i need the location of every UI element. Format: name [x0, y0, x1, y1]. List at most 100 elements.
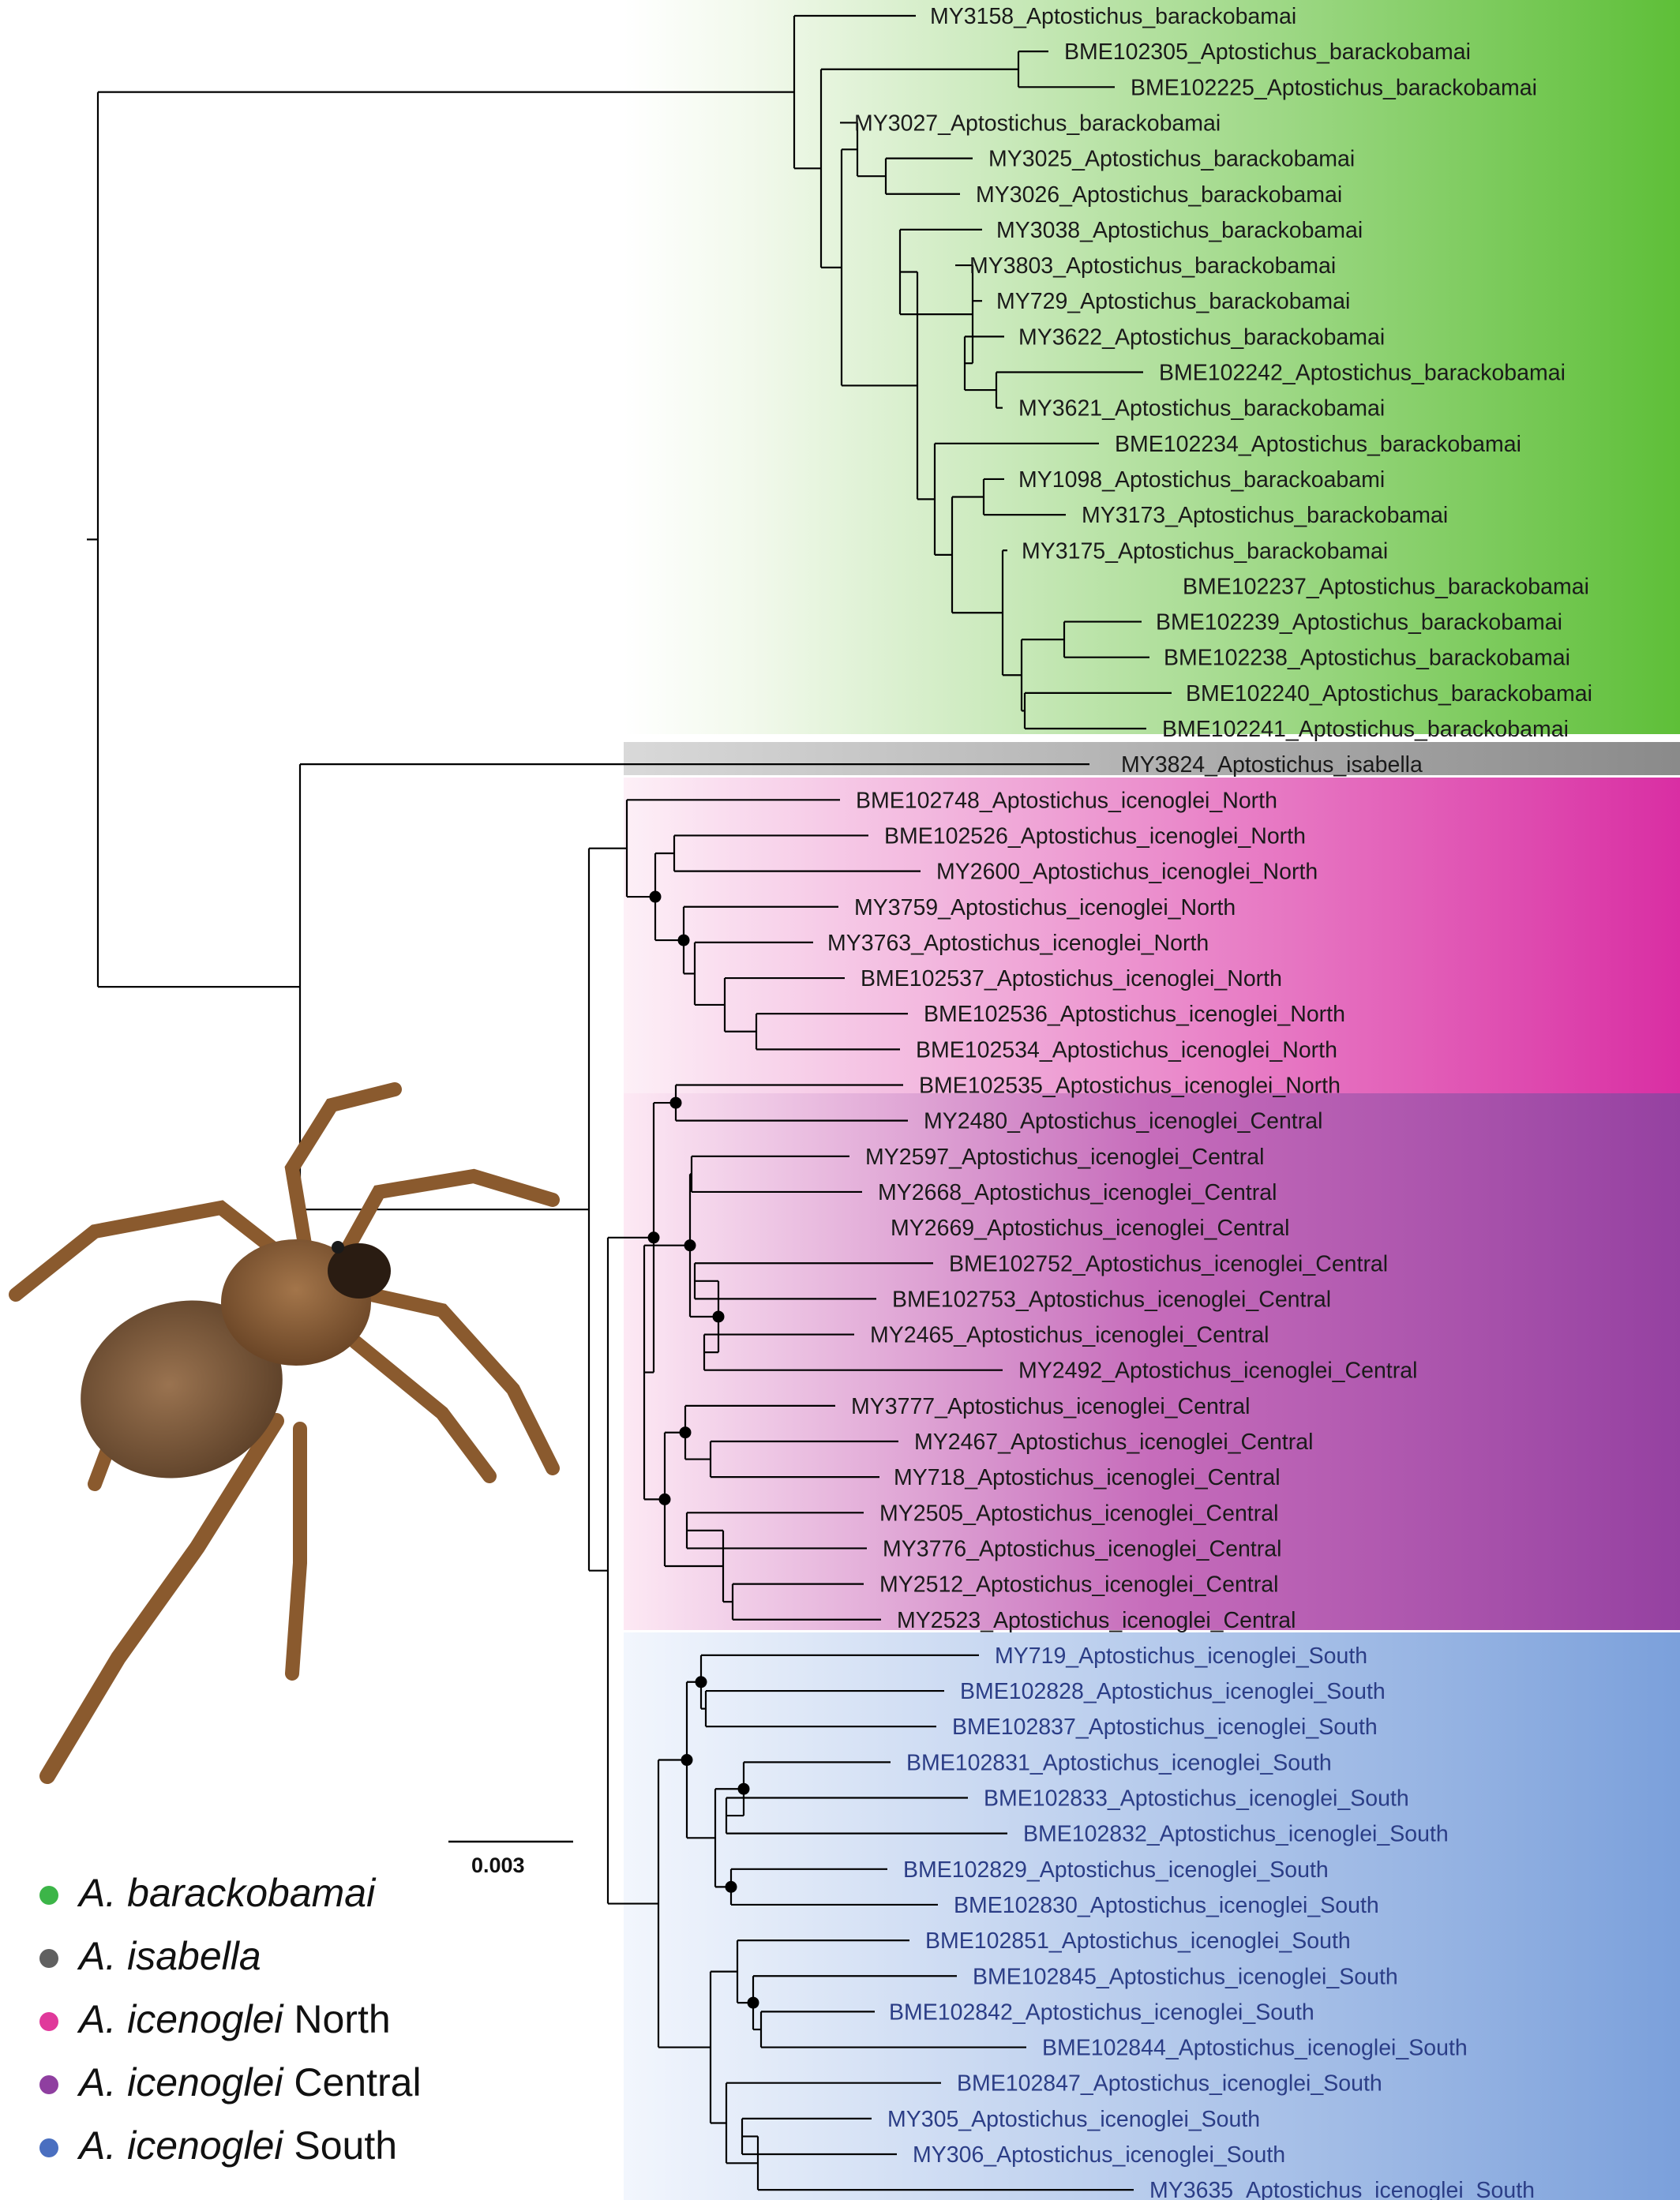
tip-label-barackobamai: MY3621_Aptostichus_barackobamai: [1018, 396, 1385, 422]
support-dot: [681, 1754, 693, 1767]
tip-label-barackobamai: MY3026_Aptostichus_barackobamai: [976, 182, 1342, 208]
tip-label-north: BME102534_Aptostichus_icenoglei_North: [916, 1037, 1337, 1063]
support-dot: [712, 1310, 725, 1323]
support-dot: [677, 934, 690, 946]
legend-species-name: A. isabella: [77, 1934, 261, 1978]
legend-entry: A. icenoglei South: [77, 2123, 397, 2168]
tip-label-south: BME102844_Aptostichus_icenoglei_South: [1042, 2036, 1468, 2061]
clade-band-central: [624, 1093, 1680, 1630]
support-dot: [647, 1231, 660, 1244]
support-dot: [669, 1096, 682, 1109]
legend-entry: A. barackobamai: [77, 1871, 377, 1915]
legend-species-name: A. icenoglei: [77, 2123, 284, 2168]
legend: A. barackobamai A. isabella A. icenoglei N…: [39, 1871, 422, 2168]
support-dot: [737, 1782, 750, 1795]
tip-label-central: MY718_Aptostichus_icenoglei_Central: [894, 1465, 1281, 1490]
tip-label-isabella: MY3824_Aptostichus_isabella: [1121, 752, 1423, 778]
tip-label-barackobamai: MY3173_Aptostichus_barackobamai: [1082, 503, 1448, 528]
clade-band-north: [624, 778, 1680, 1093]
tip-label-central: BME102752_Aptostichus_icenoglei_Central: [949, 1251, 1388, 1276]
tip-label-south: BME102830_Aptostichus_icenoglei_South: [954, 1893, 1379, 1918]
tip-label-barackobamai: MY3025_Aptostichus_barackobamai: [988, 147, 1355, 172]
tip-label-south: MY3635_Aptostichus_icenoglei_South: [1149, 2178, 1535, 2200]
tip-label-barackobamai: MY3803_Aptostichus_barackobamai: [969, 253, 1336, 279]
support-dot: [695, 1676, 707, 1688]
tree-branches: [87, 14, 1172, 2191]
tip-label-barackobamai: MY1098_Aptostichus_barackoabami: [1018, 467, 1385, 493]
tip-label-south: MY306_Aptostichus_icenoglei_South: [913, 2142, 1285, 2168]
tip-label-central: MY2597_Aptostichus_icenoglei_Central: [865, 1145, 1264, 1170]
tip-label-north: MY3763_Aptostichus_icenoglei_North: [827, 931, 1209, 956]
tip-label-barackobamai: BME102234_Aptostichus_barackobamai: [1115, 432, 1521, 457]
tip-label-barackobamai: BME102240_Aptostichus_barackobamai: [1186, 681, 1592, 706]
tip-label-north: BME102526_Aptostichus_icenoglei_North: [884, 823, 1306, 849]
tip-label-central: MY2492_Aptostichus_icenoglei_Central: [1018, 1359, 1417, 1384]
tip-label-central: MY3776_Aptostichus_icenoglei_Central: [883, 1536, 1281, 1561]
support-dot: [747, 1996, 759, 2009]
tip-label-south: BME102831_Aptostichus_icenoglei_South: [906, 1750, 1332, 1775]
tip-label-central: MY3777_Aptostichus_icenoglei_Central: [851, 1394, 1250, 1419]
tip-label-north: BME102536_Aptostichus_icenoglei_North: [924, 1002, 1345, 1027]
support-dot: [679, 1426, 692, 1439]
clade-band-barackobamai: [624, 0, 1680, 734]
tip-label-barackobamai: MY729_Aptostichus_barackobamai: [996, 289, 1350, 314]
tip-label-central: BME102753_Aptostichus_icenoglei_Central: [892, 1287, 1331, 1312]
legend-swatch: [39, 2075, 58, 2094]
tip-label-central: MY2467_Aptostichus_icenoglei_Central: [914, 1430, 1313, 1455]
legend-population-name: South: [283, 2123, 398, 2168]
tip-label-central: MY2505_Aptostichus_icenoglei_Central: [879, 1501, 1278, 1526]
legend-swatch: [39, 2012, 58, 2031]
support-dot: [725, 1880, 737, 1893]
tip-label-central: MY2523_Aptostichus_icenoglei_Central: [897, 1608, 1296, 1633]
legend-species-name: A. barackobamai: [77, 1871, 377, 1915]
tip-label-central: MY2668_Aptostichus_icenoglei_Central: [878, 1180, 1277, 1205]
tip-label-south: BME102837_Aptostichus_icenoglei_South: [952, 1715, 1378, 1740]
legend-species-name: A. icenoglei: [77, 1997, 284, 2041]
legend-population-name: Central: [283, 2060, 422, 2104]
tip-label-south: BME102833_Aptostichus_icenoglei_South: [984, 1786, 1409, 1812]
tip-label-barackobamai: BME102239_Aptostichus_barackobamai: [1156, 610, 1562, 635]
tip-label-south: MY719_Aptostichus_icenoglei_South: [995, 1643, 1367, 1669]
tip-label-barackobamai: MY3158_Aptostichus_barackobamai: [930, 4, 1296, 29]
scale-bar-label: 0.003: [471, 1853, 525, 1877]
spider-photo: [9, 1082, 560, 1784]
legend-swatch: [39, 2138, 58, 2157]
tip-label-barackobamai: BME102242_Aptostichus_barackobamai: [1159, 361, 1566, 386]
tip-label-barackobamai: MY3027_Aptostichus_barackobamai: [854, 111, 1221, 136]
support-dot: [658, 1493, 671, 1505]
tip-label-barackobamai: BME102238_Aptostichus_barackobamai: [1164, 646, 1570, 671]
support-dot: [649, 890, 662, 903]
tip-label-barackobamai: BME102241_Aptostichus_barackobamai: [1162, 717, 1569, 742]
tip-label-south: BME102842_Aptostichus_icenoglei_South: [889, 1999, 1314, 2025]
support-dot: [684, 1239, 696, 1252]
tip-label-south: BME102851_Aptostichus_icenoglei_South: [925, 1928, 1351, 1954]
tip-label-north: BME102537_Aptostichus_icenoglei_North: [861, 966, 1282, 991]
legend-entry: A. icenoglei Central: [77, 2060, 422, 2104]
clade-band-isabella: [624, 742, 1680, 775]
tip-label-north: BME102748_Aptostichus_icenoglei_North: [856, 788, 1277, 813]
tip-label-central: MY2465_Aptostichus_icenoglei_Central: [870, 1323, 1269, 1348]
tip-label-barackobamai: MY3175_Aptostichus_barackobamai: [1022, 538, 1388, 564]
tip-label-north: MY3759_Aptostichus_icenoglei_North: [854, 895, 1236, 920]
tip-label-south: BME102828_Aptostichus_icenoglei_South: [960, 1679, 1386, 1704]
tip-label-south: BME102845_Aptostichus_icenoglei_South: [973, 1964, 1398, 1989]
tip-label-barackobamai: BME102237_Aptostichus_barackobamai: [1183, 574, 1589, 599]
tip-label-north: MY2600_Aptostichus_icenoglei_North: [936, 860, 1318, 885]
legend-species-name: A. icenoglei: [77, 2060, 284, 2104]
tip-label-north: BME102535_Aptostichus_icenoglei_North: [919, 1074, 1341, 1099]
tip-label-south: MY305_Aptostichus_icenoglei_South: [887, 2107, 1260, 2132]
tip-label-central: MY2669_Aptostichus_icenoglei_Central: [891, 1216, 1289, 1241]
tip-label-south: BME102832_Aptostichus_icenoglei_South: [1023, 1822, 1449, 1847]
legend-population-name: North: [283, 1997, 391, 2041]
tip-label-barackobamai: BME102305_Aptostichus_barackobamai: [1064, 39, 1471, 65]
tip-labels: MY3158_Aptostichus_barackobamai BME102305…: [827, 4, 1592, 2200]
tip-label-barackobamai: MY3622_Aptostichus_barackobamai: [1018, 324, 1385, 350]
tip-label-barackobamai: BME102225_Aptostichus_barackobamai: [1131, 75, 1537, 100]
tip-label-south: BME102829_Aptostichus_icenoglei_South: [903, 1857, 1329, 1883]
legend-swatch: [39, 1886, 58, 1905]
legend-entry: A. icenoglei North: [77, 1997, 391, 2041]
scale-bar: 0.003: [448, 1840, 573, 1877]
legend-entry: A. isabella: [77, 1934, 261, 1978]
tip-label-barackobamai: MY3038_Aptostichus_barackobamai: [996, 218, 1363, 243]
